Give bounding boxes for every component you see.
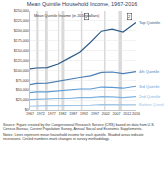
svg-text:2nd Quintile: 2nd Quintile xyxy=(139,94,161,99)
svg-text:1992: 1992 xyxy=(80,112,88,116)
svg-text:2012: 2012 xyxy=(123,112,131,116)
svg-text:$250,000: $250,000 xyxy=(14,9,29,13)
svg-text:Mean Quintile Income (in 2016: Mean Quintile Income (in 2016 dollars) xyxy=(34,14,100,18)
svg-text:$100,000: $100,000 xyxy=(14,69,29,73)
svg-text:$225,000: $225,000 xyxy=(14,19,29,23)
svg-text:$125,000: $125,000 xyxy=(14,59,29,63)
svg-text:2002: 2002 xyxy=(102,112,110,116)
svg-text:2007: 2007 xyxy=(113,112,121,116)
svg-text:1967: 1967 xyxy=(26,112,34,116)
svg-text:$75,000: $75,000 xyxy=(16,79,29,83)
svg-text:4th Quintile: 4th Quintile xyxy=(139,69,160,74)
svg-text:2: 2 xyxy=(128,14,131,19)
svg-text:2016: 2016 xyxy=(132,112,140,116)
svg-text:$25,000: $25,000 xyxy=(16,98,29,102)
svg-text:1997: 1997 xyxy=(91,112,99,116)
svg-text:1977: 1977 xyxy=(48,112,56,116)
svg-text:Bottom Quintile: Bottom Quintile xyxy=(139,102,164,107)
svg-text:1: 1 xyxy=(85,14,88,19)
svg-text:$175,000: $175,000 xyxy=(14,39,29,43)
svg-text:Top Quintile: Top Quintile xyxy=(139,20,161,25)
svg-text:$200,000: $200,000 xyxy=(14,29,29,33)
svg-text:1972: 1972 xyxy=(37,112,45,116)
svg-text:1982: 1982 xyxy=(58,112,66,116)
svg-text:$50,000: $50,000 xyxy=(16,88,29,92)
svg-text:Mean Quintile Household Income: Mean Quintile Household Income, 1967-201… xyxy=(27,1,138,7)
html-text:Notes: Lines represent mean ho: Notes: Lines represent mean household in… xyxy=(3,132,144,142)
svg-text:$0: $0 xyxy=(25,108,29,112)
html-text:Source: Figure created by the: Source: Figure created by the Congressio… xyxy=(3,123,155,132)
svg-text:3rd Quintile: 3rd Quintile xyxy=(139,84,160,89)
svg-text:1987: 1987 xyxy=(69,112,77,116)
svg-text:$150,000: $150,000 xyxy=(14,49,29,53)
